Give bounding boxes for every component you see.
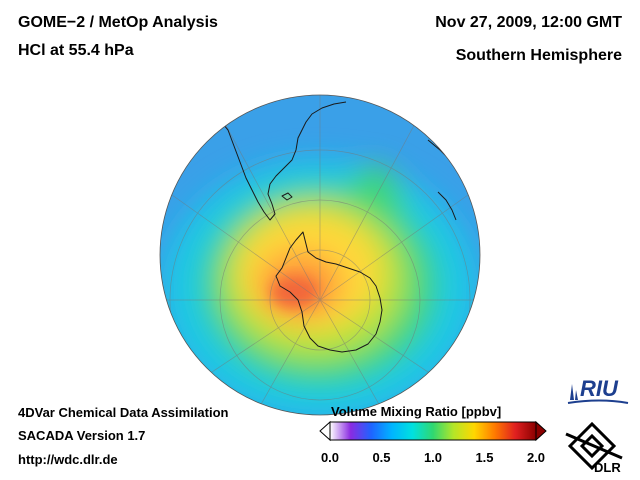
colorbar-tick-label: 1.0	[424, 450, 442, 465]
colorbar: 0.0 0.5 1.0 1.5 2.0	[319, 420, 547, 465]
map-subtitle: HCl at 55.4 hPa	[18, 42, 134, 59]
antarctica-coast	[275, 231, 383, 353]
meridian-line	[221, 117, 321, 301]
dlr-logo-text: DLR	[594, 460, 621, 474]
map-region: Southern Hemisphere	[455, 47, 622, 64]
meridian-line	[319, 117, 419, 301]
meridian-line	[164, 189, 321, 301]
dlr-logo: DLR	[565, 421, 623, 474]
model-description: 4DVar Chemical Data Assimilation	[18, 405, 229, 420]
website-link[interactable]: http://wdc.dlr.de	[18, 452, 118, 467]
colorbar-tick-label: 0.0	[321, 450, 339, 465]
dlr-logo-mark	[565, 421, 623, 471]
globe-outline	[159, 94, 481, 416]
meridian-line	[319, 189, 476, 301]
riu-logo-spire	[575, 390, 578, 400]
colorbar-high-arrow	[535, 420, 547, 442]
model-version: SACADA Version 1.7	[18, 428, 146, 443]
colorbar-title: Volume Mixing Ratio [ppbv]	[331, 404, 502, 419]
graticule	[160, 95, 480, 415]
riu-logo-spire	[570, 384, 574, 400]
riu-logo-text: RIU	[580, 376, 619, 401]
colorbar-tick-label: 1.5	[475, 450, 493, 465]
colorbar-tick-label: 2.0	[527, 450, 545, 465]
colorbar-low-arrow	[319, 420, 331, 442]
map-datetime: Nov 27, 2009, 12:00 GMT	[435, 14, 622, 31]
colorbar-gradient	[329, 421, 537, 441]
south-america-coast	[217, 101, 347, 221]
meridian-line	[319, 299, 386, 415]
riu-logo-swoosh	[567, 399, 629, 404]
falklands-coast	[281, 192, 293, 201]
riu-logo: RIU	[567, 376, 629, 404]
map-title: GOME−2 / MetOp Analysis	[18, 14, 218, 31]
meridian-line	[254, 299, 321, 415]
madagascar-coast	[437, 191, 457, 221]
globe-disc	[160, 95, 480, 415]
colorbar-tick-label: 0.5	[372, 450, 390, 465]
